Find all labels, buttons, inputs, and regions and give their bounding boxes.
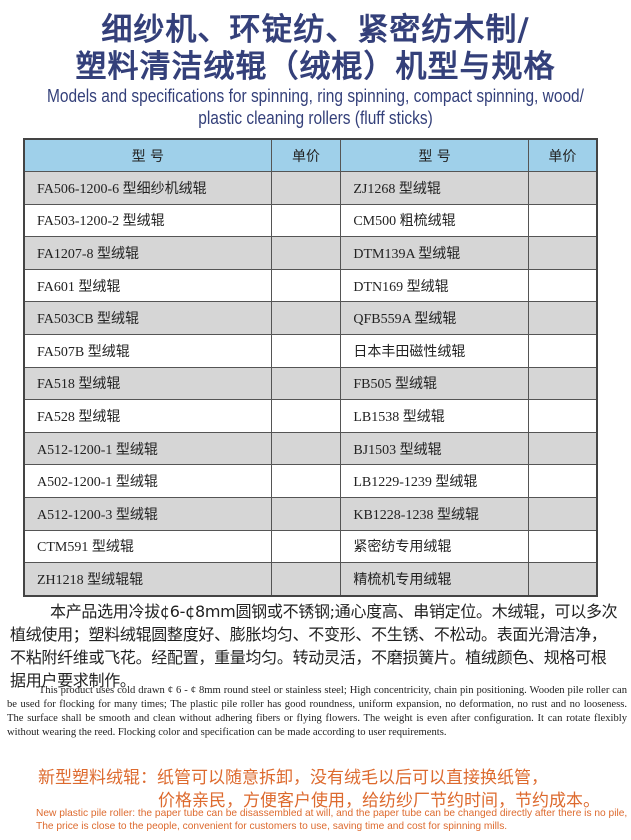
model-cell: ZJ1268 型绒辊 xyxy=(340,171,529,205)
table-row: CTM591 型绒辊 紧密纺专用绒辊 xyxy=(23,529,598,564)
price-cell xyxy=(527,562,598,597)
model-cell: FA507B 型绒辊 xyxy=(23,333,272,368)
model-cell: FA528 型绒辊 xyxy=(23,399,272,433)
model-cell: FA601 型绒辊 xyxy=(23,268,272,303)
table-row: FA506-1200-6 型细纱机绒辊 ZJ1268 型绒辊 xyxy=(23,171,598,205)
price-cell xyxy=(270,464,342,498)
model-cell: KB1228-1238 型绒辊 xyxy=(340,496,529,531)
price-cell xyxy=(270,366,342,401)
price-cell xyxy=(527,236,598,270)
price-cell xyxy=(527,431,598,466)
header-price: 单价 xyxy=(527,138,598,172)
price-cell xyxy=(527,496,598,531)
table-row: FA503-1200-2 型绒辊 CM500 粗梳绒辊 xyxy=(23,203,598,238)
model-cell: FB505 型绒辊 xyxy=(340,366,529,401)
table-row: A512-1200-3 型绒辊 KB1228-1238 型绒辊 xyxy=(23,496,598,531)
table-header-row: 型 号 单价 型 号 单价 xyxy=(23,138,598,172)
promo-en-line2: The price is close to the people, conven… xyxy=(36,820,508,832)
title-cn-line2: 塑料清洁绒辊（绒棍）机型与规格 xyxy=(75,49,556,85)
model-cell: CM500 粗梳绒辊 xyxy=(340,203,529,238)
model-cell: ZH1218 型绒辊辊 xyxy=(23,562,272,597)
promo-en-line1: New plastic pile roller: the paper tube … xyxy=(36,808,628,819)
models-table: 型 号 单价 型 号 单价 FA506-1200-6 型细纱机绒辊 ZJ1268 … xyxy=(23,138,598,597)
price-cell xyxy=(527,301,598,335)
table-row: A502-1200-1 型绒辊 LB1229-1239 型绒辊 xyxy=(23,464,598,498)
title-en-line2: plastic cleaning rollers (fluff sticks) xyxy=(198,108,433,128)
price-cell xyxy=(270,333,342,368)
price-cell xyxy=(270,268,342,303)
model-cell: DTM139A 型绒辊 xyxy=(340,236,529,270)
header-model: 型 号 xyxy=(23,138,272,172)
price-cell xyxy=(270,431,342,466)
model-cell: 精梳机专用绒辊 xyxy=(340,562,529,597)
promo-en: New plastic pile roller: the paper tube … xyxy=(36,808,631,833)
price-cell xyxy=(270,301,342,335)
price-cell xyxy=(527,171,598,205)
model-cell: BJ1503 型绒辊 xyxy=(340,431,529,466)
model-cell: A512-1200-1 型绒辊 xyxy=(23,431,272,466)
model-cell: A512-1200-3 型绒辊 xyxy=(23,496,272,531)
table-row: FA528 型绒辊 LB1538 型绒辊 xyxy=(23,399,598,433)
model-cell: CTM591 型绒辊 xyxy=(23,529,272,564)
model-cell: 紧密纺专用绒辊 xyxy=(340,529,529,564)
price-cell xyxy=(527,529,598,564)
header-model: 型 号 xyxy=(340,138,529,172)
price-cell xyxy=(527,366,598,401)
price-cell xyxy=(270,203,342,238)
model-cell: DTN169 型绒辊 xyxy=(340,268,529,303)
table-row: FA601 型绒辊 DTN169 型绒辊 xyxy=(23,268,598,303)
table-row: ZH1218 型绒辊辊 精梳机专用绒辊 xyxy=(23,562,598,597)
table-row: FA503CB 型绒辊 QFB559A 型绒辊 xyxy=(23,301,598,335)
model-cell: FA503-1200-2 型绒辊 xyxy=(23,203,272,238)
price-cell xyxy=(270,529,342,564)
title-en-line1: Models and specifications for spinning, … xyxy=(47,86,584,106)
model-cell: LB1229-1239 型绒辊 xyxy=(340,464,529,498)
description-cn: 本产品选用冷拔¢6-¢8mm圆钢或不锈钢;通心度高、串销定位。木绒辊，可以多次植… xyxy=(10,602,618,690)
table-row: FA518 型绒辊 FB505 型绒辊 xyxy=(23,366,598,401)
model-cell: FA1207-8 型绒辊 xyxy=(23,236,272,270)
description-en: This product uses cold drawn ¢ 6 - ¢ 8mm… xyxy=(7,685,627,738)
model-cell: 日本丰田磁性绒辊 xyxy=(340,333,529,368)
table-row: A512-1200-1 型绒辊 BJ1503 型绒辊 xyxy=(23,431,598,466)
price-cell xyxy=(527,268,598,303)
price-cell xyxy=(527,399,598,433)
price-cell xyxy=(527,203,598,238)
price-cell xyxy=(270,171,342,205)
table-row: FA1207-8 型绒辊 DTM139A 型绒辊 xyxy=(23,236,598,270)
model-cell: FA518 型绒辊 xyxy=(23,366,272,401)
model-cell: QFB559A 型绒辊 xyxy=(340,301,529,335)
price-cell xyxy=(527,464,598,498)
model-cell: LB1538 型绒辊 xyxy=(340,399,529,433)
price-cell xyxy=(270,496,342,531)
model-cell: A502-1200-1 型绒辊 xyxy=(23,464,272,498)
price-cell xyxy=(527,333,598,368)
title-cn-line1: 细纱机、环锭纺、紧密纺木制/ xyxy=(101,12,530,48)
price-cell xyxy=(270,236,342,270)
price-cell xyxy=(270,399,342,433)
header-price: 单价 xyxy=(270,138,342,172)
table-row: FA507B 型绒辊 日本丰田磁性绒辊 xyxy=(23,333,598,368)
price-cell xyxy=(270,562,342,597)
model-cell: FA506-1200-6 型细纱机绒辊 xyxy=(23,171,272,205)
model-cell: FA503CB 型绒辊 xyxy=(23,301,272,335)
promo-cn-line2: 价格亲民，方便客户使用，给纺纱厂节约时间，节约成本。 xyxy=(158,791,600,811)
promo-cn-line1: 新型塑料绒辊：纸管可以随意拆卸，没有绒毛以后可以直接换纸管， xyxy=(38,768,548,788)
